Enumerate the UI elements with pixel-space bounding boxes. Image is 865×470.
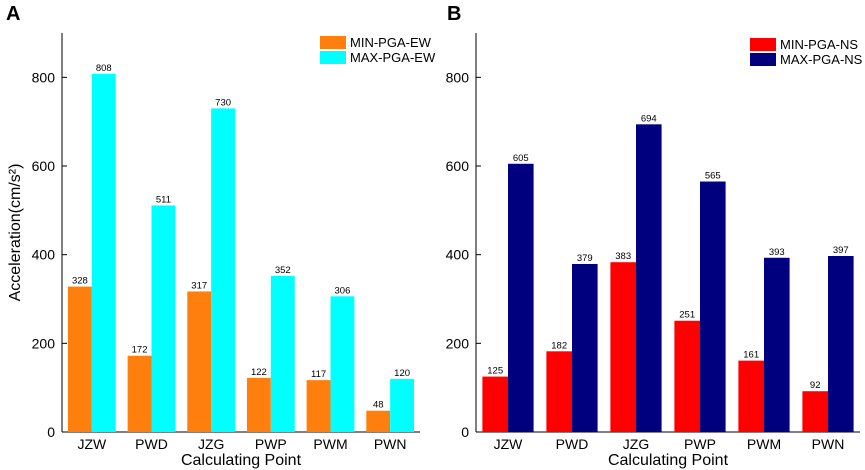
data-label: 397 bbox=[833, 245, 849, 256]
data-label: 182 bbox=[551, 340, 567, 351]
bar-max-pga-ew-pwp bbox=[270, 275, 295, 432]
x-tick-label: PWM bbox=[747, 436, 781, 452]
data-label: 48 bbox=[373, 400, 384, 411]
x-tick-label: JZG bbox=[198, 436, 224, 452]
y-tick-label: 600 bbox=[446, 158, 470, 174]
bar-min-pga-ns-pwd bbox=[546, 351, 572, 432]
x-tick-label: JZG bbox=[623, 436, 649, 452]
legend-entry: MAX-PGA-EW bbox=[350, 50, 436, 65]
x-tick-label: PWD bbox=[556, 436, 589, 452]
data-label: 511 bbox=[156, 194, 171, 205]
data-label: 605 bbox=[513, 153, 529, 164]
y-tick-label: 200 bbox=[32, 335, 56, 351]
y-tick-label: 400 bbox=[32, 247, 56, 263]
panel-label: B bbox=[447, 3, 461, 25]
bar-min-pga-ew-pwd bbox=[127, 355, 152, 432]
bar-min-pga-ns-jzg bbox=[610, 262, 636, 432]
bar-min-pga-ew-jzw bbox=[67, 286, 92, 432]
legend-entry: MIN-PGA-EW bbox=[350, 35, 432, 50]
y-tick-label: 0 bbox=[47, 424, 55, 440]
data-label: 565 bbox=[705, 171, 721, 182]
legend-swatch bbox=[750, 53, 776, 66]
data-label: 694 bbox=[641, 113, 657, 124]
panel-label: A bbox=[6, 3, 20, 25]
legend-entry: MAX-PGA-NS bbox=[780, 52, 863, 67]
bar-max-pga-ew-pwd bbox=[151, 205, 176, 432]
bar-min-pga-ns-pwn bbox=[802, 391, 828, 432]
bar-max-pga-ew-pwm bbox=[330, 296, 355, 432]
data-label: 122 bbox=[251, 367, 267, 378]
x-tick-label: JZW bbox=[77, 436, 107, 452]
legend-entry: MIN-PGA-NS bbox=[780, 37, 858, 52]
bar-min-pga-ns-jzw bbox=[482, 376, 508, 432]
legend-swatch bbox=[320, 51, 346, 64]
bar-max-pga-ns-pwd bbox=[572, 263, 598, 432]
y-tick-label: 0 bbox=[461, 424, 469, 440]
bar-max-pga-ns-jzw bbox=[508, 163, 534, 433]
bar-max-pga-ns-pwm bbox=[764, 257, 790, 432]
bar-min-pga-ew-jzg bbox=[187, 291, 212, 432]
x-axis-title: Calculating Point bbox=[608, 452, 729, 469]
data-label: 352 bbox=[275, 265, 291, 276]
bar-min-pga-ew-pwm bbox=[306, 380, 331, 432]
y-tick-label: 800 bbox=[446, 69, 470, 85]
data-label: 117 bbox=[311, 369, 326, 380]
legend-swatch bbox=[750, 38, 776, 51]
data-label: 172 bbox=[132, 345, 148, 356]
data-label: 251 bbox=[679, 310, 695, 321]
x-tick-label: PWM bbox=[313, 436, 347, 452]
y-tick-label: 800 bbox=[32, 69, 56, 85]
y-tick-label: 200 bbox=[446, 335, 470, 351]
bar-max-pga-ew-jzg bbox=[211, 108, 236, 432]
y-axis-title: Acceleration(cm/s²) bbox=[7, 164, 24, 302]
x-tick-label: PWP bbox=[255, 436, 287, 452]
data-label: 393 bbox=[769, 247, 785, 258]
bar-max-pga-ns-pwn bbox=[828, 255, 854, 432]
x-tick-label: PWN bbox=[374, 436, 407, 452]
bar-min-pga-ns-pwm bbox=[738, 360, 764, 432]
bar-min-pga-ew-pwn bbox=[366, 410, 391, 432]
data-label: 120 bbox=[394, 368, 410, 379]
y-tick-label: 600 bbox=[32, 158, 56, 174]
x-axis-title: Calculating Point bbox=[181, 452, 302, 469]
data-label: 161 bbox=[743, 350, 759, 361]
bar-min-pga-ew-pwp bbox=[246, 377, 271, 432]
data-label: 379 bbox=[577, 253, 593, 264]
x-tick-label: PWD bbox=[135, 436, 168, 452]
data-label: 808 bbox=[96, 63, 112, 74]
bar-max-pga-ew-pwn bbox=[390, 378, 415, 432]
bar-max-pga-ns-pwp bbox=[700, 181, 726, 432]
x-tick-label: PWN bbox=[812, 436, 845, 452]
data-label: 730 bbox=[215, 97, 231, 108]
data-label: 92 bbox=[810, 380, 821, 391]
bar-min-pga-ns-pwp bbox=[674, 320, 700, 432]
bar-max-pga-ew-jzw bbox=[91, 73, 116, 432]
y-tick-label: 400 bbox=[446, 247, 470, 263]
data-label: 317 bbox=[191, 280, 207, 291]
legend-swatch bbox=[320, 36, 346, 49]
data-label: 328 bbox=[72, 276, 88, 287]
x-tick-label: PWP bbox=[684, 436, 716, 452]
data-label: 125 bbox=[487, 366, 503, 377]
bar-max-pga-ns-jzg bbox=[636, 124, 662, 433]
data-label: 383 bbox=[615, 251, 631, 262]
data-label: 306 bbox=[335, 285, 351, 296]
x-tick-label: JZW bbox=[494, 436, 524, 452]
